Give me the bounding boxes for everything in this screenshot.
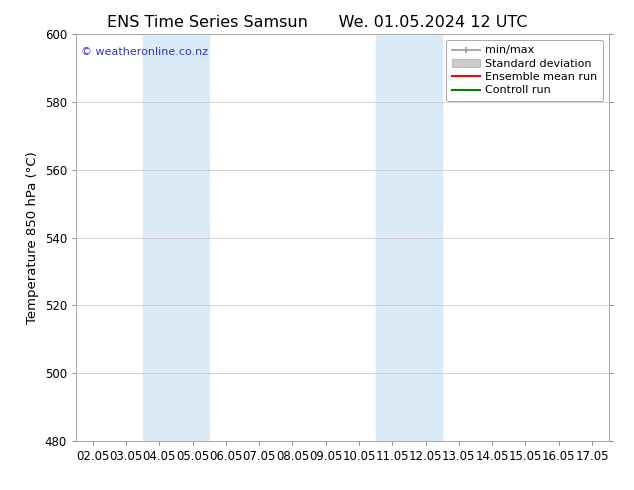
Y-axis label: Temperature 850 hPa (°C): Temperature 850 hPa (°C) — [26, 151, 39, 324]
Legend: min/max, Standard deviation, Ensemble mean run, Controll run: min/max, Standard deviation, Ensemble me… — [446, 40, 603, 101]
Bar — [375, 34, 442, 441]
Text: © weatheronline.co.nz: © weatheronline.co.nz — [81, 47, 209, 56]
Bar — [143, 34, 209, 441]
Text: ENS Time Series Samsun      We. 01.05.2024 12 UTC: ENS Time Series Samsun We. 01.05.2024 12… — [107, 15, 527, 30]
